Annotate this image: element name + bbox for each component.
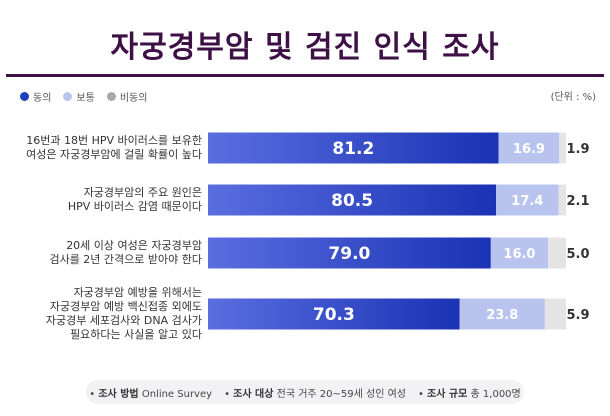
- bar-value-label: 5.0: [566, 247, 589, 262]
- bar-segment: [208, 237, 491, 269]
- bar-value-label: 79.0: [328, 244, 370, 264]
- bar-segment: [548, 237, 566, 269]
- legend-label-neutral: 보통: [76, 92, 95, 104]
- survey-target: • 조사 대상 전국 거주 20~59세 성인 여성: [224, 388, 406, 400]
- survey-method-value: Online Survey: [141, 388, 213, 400]
- legend-swatch-neutral: [63, 91, 73, 101]
- category-label-line: 16번과 18번 HPV 바이러스를 보유한: [26, 134, 202, 147]
- bar-value-label: 1.9: [566, 142, 589, 157]
- bar-value-label: 2.1: [566, 194, 589, 209]
- survey-info: • 조사 방법 Online Survey • 조사 대상 전국 거주 20~5…: [86, 380, 524, 404]
- category-label-line: 검사를 2년 간격으로 받아야 한다: [49, 253, 202, 266]
- survey-size-key: 조사 규모: [427, 388, 468, 400]
- survey-method: • 조사 방법 Online Survey: [89, 388, 213, 400]
- bar-segment: [558, 184, 566, 216]
- bar-segment: [559, 132, 566, 164]
- legend-item-neutral: 보통: [63, 89, 95, 104]
- legend: 동의 보통 비동의: [20, 88, 159, 104]
- survey-method-key: 조사 방법: [98, 388, 139, 400]
- bar-value-label: 23.8: [486, 308, 518, 323]
- bar-value-label: 16.9: [513, 142, 545, 157]
- bar-segment: [208, 184, 497, 216]
- bar-value-label: 80.5: [331, 191, 373, 211]
- bar-segment: [544, 298, 566, 330]
- bar-value-label: 81.2: [332, 139, 374, 159]
- bar-segment: [208, 298, 460, 330]
- survey-size-value: 총 1,000명: [470, 388, 521, 400]
- legend-label-agree: 동의: [33, 92, 52, 104]
- legend-item-agree: 동의: [20, 89, 51, 104]
- category-label-line: 20세 이상 여성은 자궁경부암: [66, 239, 202, 252]
- category-label-line: 자궁경부 세포검사와 DNA 검사가: [45, 314, 202, 327]
- category-label: 16번과 18번 HPV 바이러스를 보유한 여성은 자궁경부암에 걸릴 확률이 …: [12, 134, 202, 162]
- category-label-line: HPV 바이러스 감염 때문이다: [67, 200, 202, 213]
- legend-label-disagree: 비동의: [119, 92, 148, 104]
- bar-value-label: 17.4: [511, 194, 543, 209]
- bar-segment: [490, 237, 549, 269]
- unit-label: (단위 : %): [550, 92, 596, 103]
- category-label-line: 자궁경부암 예방을 위해서는: [73, 286, 202, 299]
- legend-item-disagree: 비동의: [106, 89, 148, 104]
- header: 자궁경부암 및 검진 인식 조사: [0, 0, 610, 77]
- category-label-line: 자궁경부암 예방 백신접종 외에도: [49, 300, 202, 313]
- bar-segment: [498, 132, 560, 164]
- survey-target-key: 조사 대상: [233, 388, 274, 400]
- bar-segment: [208, 132, 499, 164]
- survey-target-value: 전국 거주 20~59세 성인 여성: [276, 388, 406, 400]
- legend-swatch-agree: [20, 91, 29, 101]
- category-label-line: 자궁경부암의 주요 원인은: [83, 186, 202, 199]
- survey-size: • 조사 규모 총 1,000명: [417, 388, 521, 400]
- bar-value-label: 16.0: [503, 247, 535, 262]
- category-label-line: 여성은 자궁경부암에 걸릴 확률이 높다: [26, 148, 202, 161]
- category-label: 자궁경부암 예방을 위해서는 자궁경부암 예방 백신접종 외에도 자궁경부 세포검사…: [12, 286, 202, 342]
- bar-segment: [459, 298, 545, 330]
- category-label-line: 필요하다는 사실을 알고 있다: [70, 328, 202, 341]
- category-label: 20세 이상 여성은 자궁경부암 검사를 2년 간격으로 받아야 한다: [12, 239, 202, 267]
- category-label: 자궁경부암의 주요 원인은 HPV 바이러스 감염 때문이다: [12, 186, 202, 214]
- page-title: 자궁경부암 및 검진 인식 조사: [110, 30, 500, 65]
- title-divider: [6, 74, 604, 77]
- bar-value-label: 5.9: [566, 308, 589, 323]
- bar-value-label: 70.3: [313, 305, 355, 325]
- legend-swatch-disagree: [106, 91, 116, 101]
- bar-segment: [496, 184, 559, 216]
